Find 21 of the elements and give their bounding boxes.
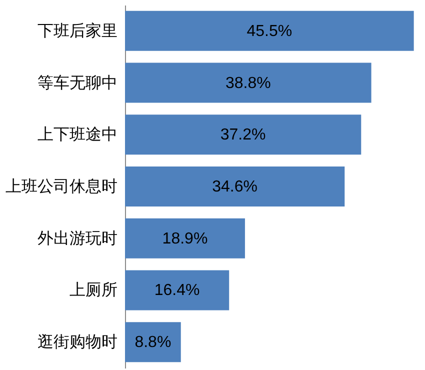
y-tick-label: 上厕所 bbox=[70, 281, 118, 300]
bar bbox=[125, 322, 181, 362]
data-label: 16.4% bbox=[154, 282, 200, 300]
y-tick-label: 外出游玩时 bbox=[38, 229, 118, 248]
data-label: 18.9% bbox=[162, 230, 208, 248]
y-tick-label: 等车无聊中 bbox=[38, 74, 118, 92]
data-label: 8.8% bbox=[134, 334, 172, 352]
y-tick-label: 下班后家里 bbox=[38, 22, 118, 40]
bar bbox=[125, 10, 414, 51]
data-label: 37.2% bbox=[220, 126, 266, 144]
bar bbox=[125, 62, 372, 103]
bar bbox=[125, 218, 245, 258]
data-label: 45.5% bbox=[246, 22, 292, 40]
bar bbox=[125, 114, 362, 155]
bar bbox=[125, 166, 345, 206]
data-label: 38.8% bbox=[225, 74, 271, 92]
y-tick-label: 上下班途中 bbox=[38, 126, 118, 144]
bar bbox=[125, 270, 230, 310]
data-label: 34.6% bbox=[212, 178, 258, 196]
y-tick-label: 逛街购物时 bbox=[38, 333, 118, 352]
y-tick-label: 上班公司休息时 bbox=[6, 178, 118, 196]
